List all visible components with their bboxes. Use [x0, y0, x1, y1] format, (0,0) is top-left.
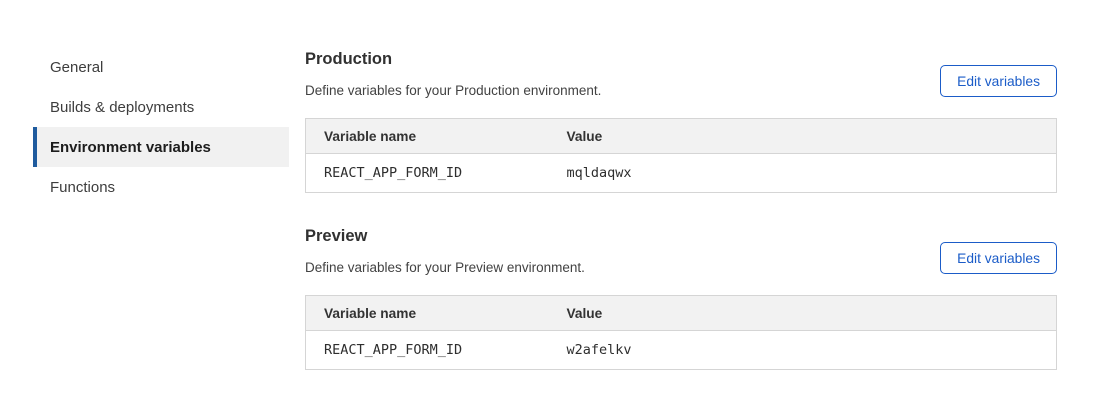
column-header-value: Value — [548, 295, 1057, 331]
edit-variables-button[interactable]: Edit variables — [940, 65, 1057, 97]
sidebar-item-label: Builds & deployments — [50, 98, 195, 116]
settings-sidebar: General Builds & deployments Environment… — [33, 47, 289, 207]
table-row: REACT_APP_FORM_ID w2afelkv — [305, 330, 1057, 370]
column-header-variable-name: Variable name — [305, 295, 549, 331]
sidebar-item-label: General — [50, 58, 104, 76]
section-description: Define variables for your Production env… — [305, 83, 602, 98]
section-title: Production — [305, 50, 393, 68]
preview-section: Preview Define variables for your Previe… — [305, 227, 1057, 370]
sidebar-item-label: Functions — [50, 178, 116, 196]
section-title: Preview — [305, 227, 368, 245]
table-header-row: Variable name Value — [305, 118, 1057, 154]
value-cell: w2afelkv — [548, 330, 1057, 370]
preview-variables-table: Variable name Value REACT_APP_FORM_ID w2… — [305, 295, 1057, 370]
column-header-variable-name: Variable name — [305, 118, 549, 154]
production-variables-table: Variable name Value REACT_APP_FORM_ID mq… — [305, 118, 1057, 193]
variable-name-cell: REACT_APP_FORM_ID — [305, 330, 549, 370]
table-row: REACT_APP_FORM_ID mqldaqwx — [305, 153, 1057, 193]
sidebar-item-functions[interactable]: Functions — [33, 167, 289, 207]
sidebar-item-label: Environment variables — [50, 138, 211, 156]
section-description: Define variables for your Preview enviro… — [305, 260, 585, 275]
edit-variables-button[interactable]: Edit variables — [940, 242, 1057, 274]
sidebar-item-environment-variables[interactable]: Environment variables — [33, 127, 289, 167]
column-header-value: Value — [548, 118, 1057, 154]
value-cell: mqldaqwx — [548, 153, 1057, 193]
sidebar-item-builds-deployments[interactable]: Builds & deployments — [33, 87, 289, 127]
production-section: Production Define variables for your Pro… — [305, 50, 1057, 193]
variable-name-cell: REACT_APP_FORM_ID — [305, 153, 549, 193]
sidebar-item-general[interactable]: General — [33, 47, 289, 87]
table-header-row: Variable name Value — [305, 295, 1057, 331]
environment-variables-panel: Production Define variables for your Pro… — [305, 42, 1057, 370]
